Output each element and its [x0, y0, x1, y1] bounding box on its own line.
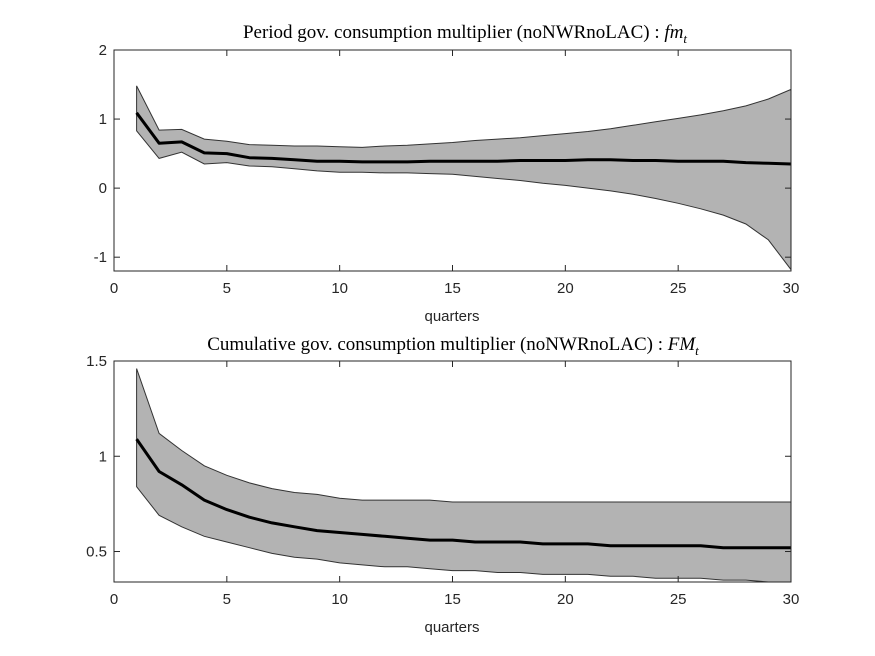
x-tick-label: 25 — [670, 591, 687, 608]
y-tick-label: -1 — [94, 249, 107, 266]
panel-title: Period gov. consumption multiplier (noNW… — [243, 22, 687, 46]
y-tick-label: 1.5 — [86, 353, 107, 370]
period-multiplier-panel: Period gov. consumption multiplier (noNW… — [94, 22, 800, 325]
confidence-band — [136, 368, 792, 583]
cumulative-multiplier-panel: Cumulative gov. consumption multiplier (… — [86, 334, 799, 636]
y-tick-label: 0 — [99, 180, 107, 197]
y-tick-label: 2 — [99, 42, 107, 59]
x-axis-label: quarters — [424, 308, 479, 325]
x-tick-label: 20 — [557, 280, 574, 297]
x-tick-label: 0 — [110, 591, 118, 608]
x-tick-label: 20 — [557, 591, 574, 608]
median-line — [135, 111, 792, 166]
x-tick-label: 0 — [110, 280, 118, 297]
x-tick-label: 15 — [444, 591, 461, 608]
x-tick-label: 30 — [783, 280, 800, 297]
y-tick-label: 1 — [99, 448, 107, 465]
x-tick-label: 10 — [331, 591, 348, 608]
ticks: 0 5 10 15 20 25 30 0.5 1 1.5 — [86, 353, 799, 608]
plot-area — [135, 85, 792, 272]
x-axis-label: quarters — [424, 619, 479, 636]
x-tick-label: 5 — [223, 591, 231, 608]
x-tick-label: 10 — [331, 280, 348, 297]
panel-title: Cumulative gov. consumption multiplier (… — [207, 334, 699, 358]
median-line — [135, 438, 791, 550]
x-tick-label: 15 — [444, 280, 461, 297]
y-tick-label: 0.5 — [86, 544, 107, 561]
x-tick-label: 25 — [670, 280, 687, 297]
plot-area — [135, 368, 792, 583]
y-tick-label: 1 — [99, 111, 107, 128]
confidence-band — [136, 85, 792, 272]
x-tick-label: 30 — [783, 591, 800, 608]
x-tick-label: 5 — [223, 280, 231, 297]
